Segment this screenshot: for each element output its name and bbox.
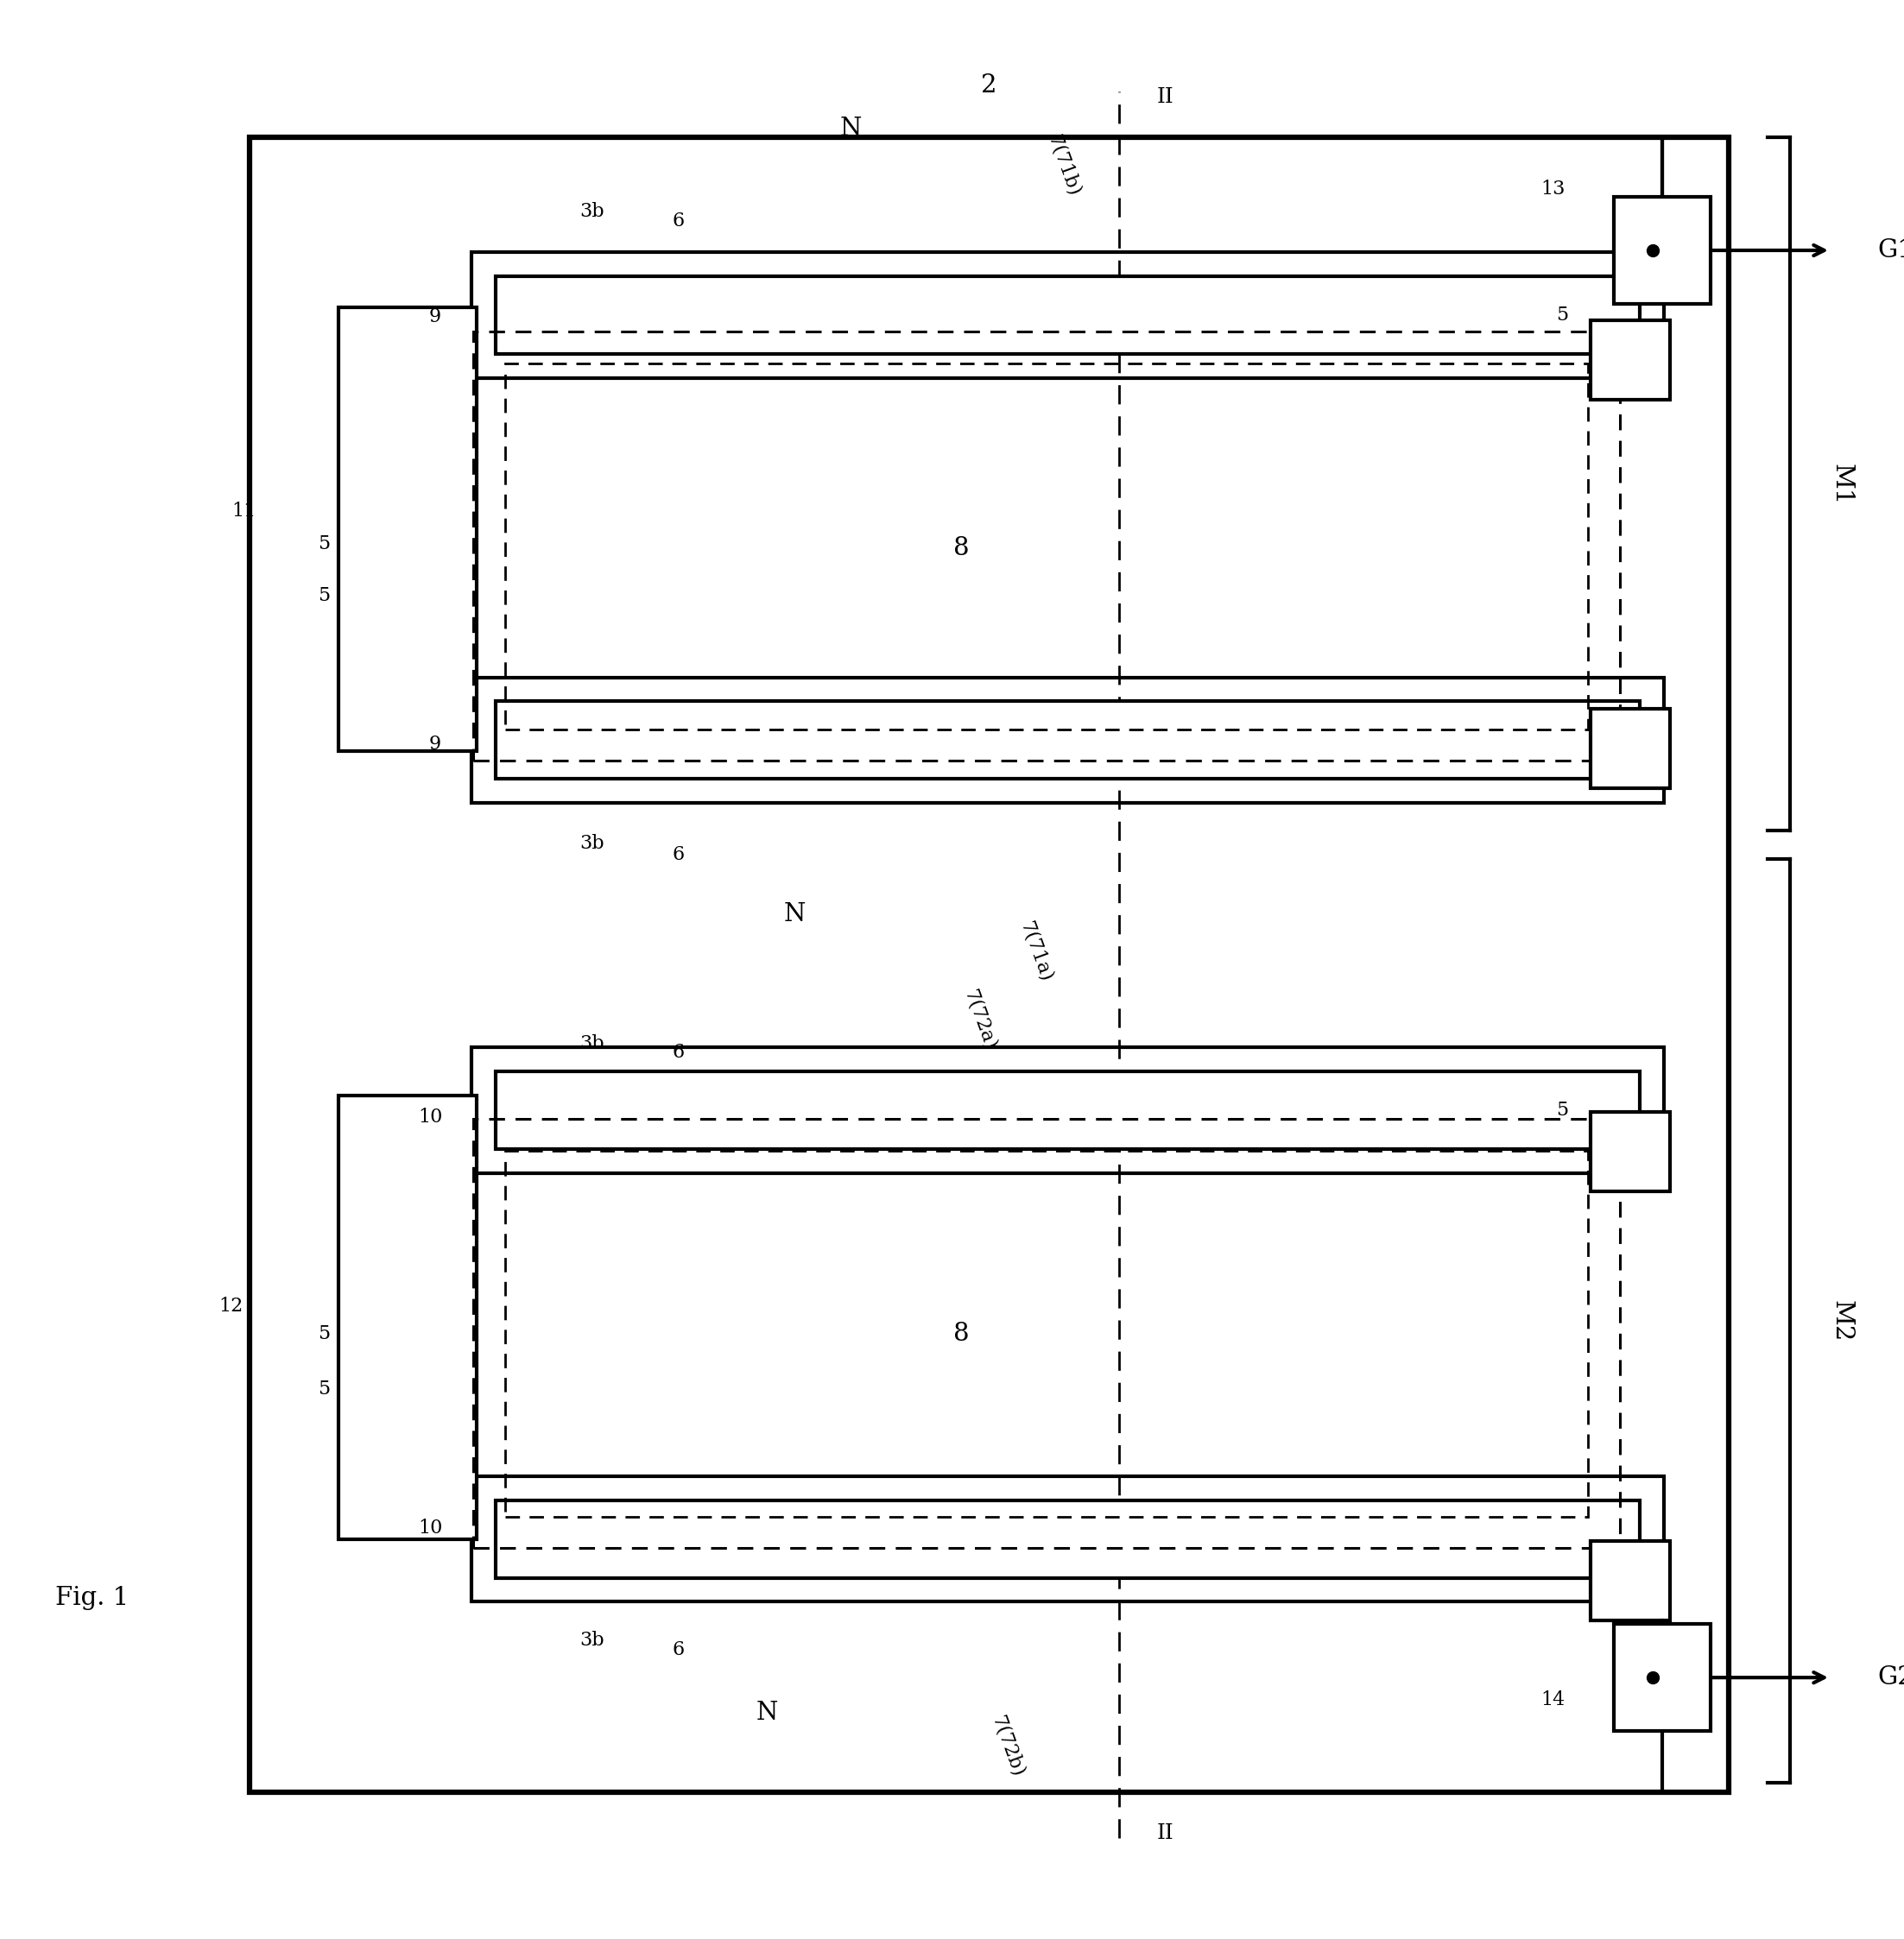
Bar (339, 308, 478, 750)
Text: 13: 13 (1540, 180, 1565, 200)
Bar (1590, 1542, 1670, 1621)
Bar (505, 363, 1588, 729)
Text: 3b: 3b (579, 1631, 604, 1650)
Text: 6: 6 (672, 1640, 685, 1660)
Text: N: N (840, 116, 861, 140)
Text: 5: 5 (318, 1324, 329, 1344)
Text: 6: 6 (672, 211, 685, 231)
Text: 5: 5 (318, 588, 329, 605)
Bar (1590, 1111, 1670, 1191)
Bar (472, 677, 1664, 803)
Bar (1615, 1625, 1710, 1732)
Bar (1615, 196, 1710, 304)
Text: 6: 6 (672, 1043, 685, 1063)
Bar (495, 1070, 1639, 1148)
Text: 9: 9 (428, 308, 440, 326)
Text: 3b: 3b (579, 202, 604, 221)
Text: M1: M1 (1830, 463, 1854, 504)
Text: Fig. 1: Fig. 1 (55, 1586, 129, 1609)
Bar (495, 275, 1639, 355)
Text: 14: 14 (1540, 1691, 1565, 1710)
Text: II: II (1156, 87, 1173, 107)
Text: M2: M2 (1830, 1299, 1854, 1342)
Bar (474, 1119, 1620, 1547)
Text: 5: 5 (318, 1381, 329, 1398)
Text: 7(71a): 7(71a) (1015, 919, 1055, 983)
Text: 7(71b): 7(71b) (1043, 132, 1083, 198)
Text: N: N (784, 902, 805, 927)
Text: 5: 5 (1556, 1101, 1569, 1119)
Text: 12: 12 (219, 1297, 244, 1315)
Bar (1590, 320, 1670, 399)
Bar (472, 1047, 1664, 1173)
Text: 10: 10 (419, 1518, 444, 1538)
Bar (474, 332, 1620, 760)
Bar (249, 138, 1729, 1792)
Bar (339, 1096, 478, 1540)
Bar (495, 702, 1639, 779)
Bar (495, 1501, 1639, 1578)
Text: 5: 5 (318, 535, 329, 555)
Bar (472, 252, 1664, 378)
Text: 7(72a): 7(72a) (960, 987, 1000, 1053)
Text: 11: 11 (232, 502, 257, 520)
Text: 3b: 3b (579, 1033, 604, 1053)
Text: 2: 2 (981, 74, 998, 97)
Text: G1: G1 (1877, 238, 1904, 262)
Text: 7(72b): 7(72b) (988, 1712, 1028, 1780)
Text: 5: 5 (1556, 306, 1569, 324)
Text: 9: 9 (428, 735, 440, 754)
Text: 10: 10 (419, 1107, 444, 1127)
Text: 8: 8 (954, 1322, 969, 1346)
Bar (1590, 710, 1670, 789)
Text: 3b: 3b (579, 834, 604, 853)
Text: 8: 8 (954, 535, 969, 560)
Text: 6: 6 (672, 845, 685, 865)
Text: N: N (756, 1701, 779, 1726)
Bar (472, 1476, 1664, 1602)
Text: II: II (1156, 1823, 1173, 1842)
Bar (505, 1150, 1588, 1516)
Text: G2: G2 (1877, 1666, 1904, 1689)
